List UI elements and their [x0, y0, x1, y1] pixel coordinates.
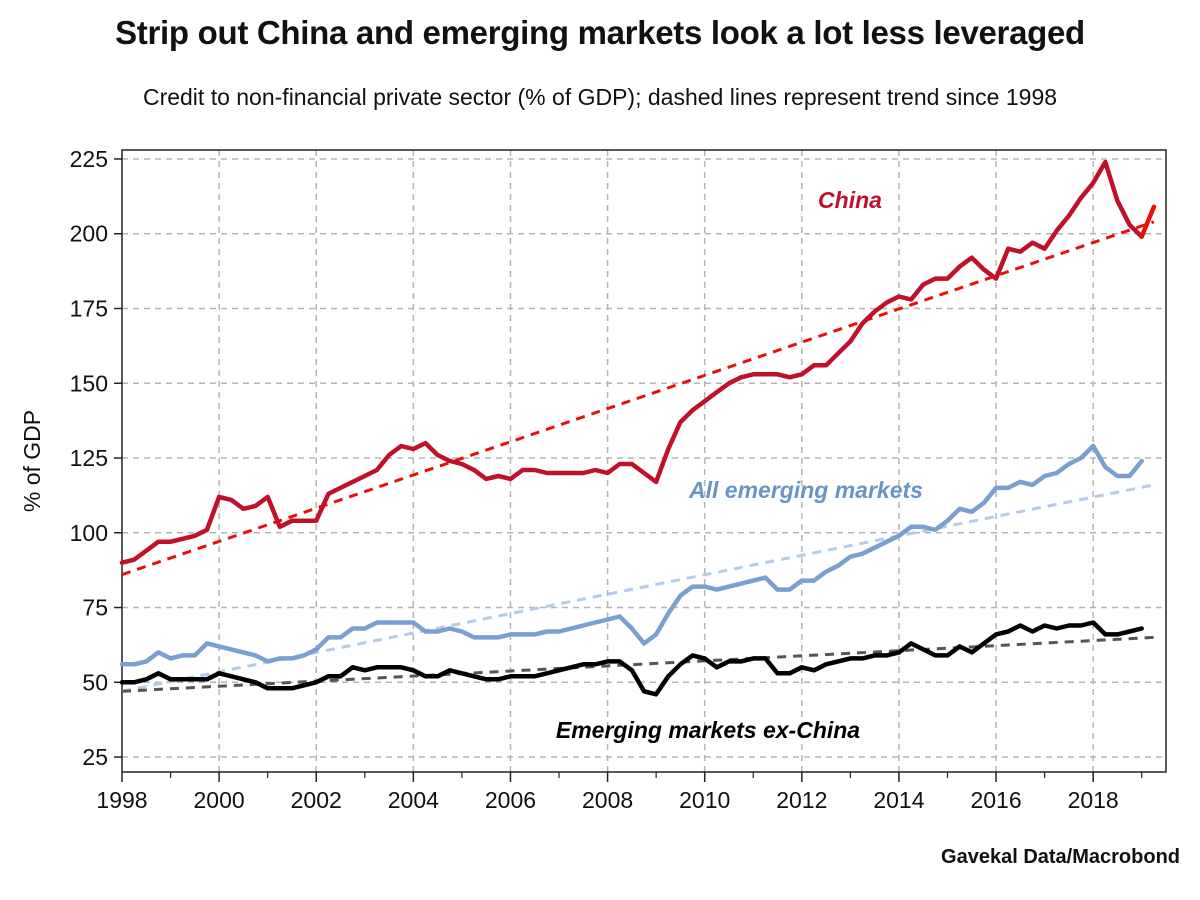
x-tick-label: 2008 — [582, 787, 633, 813]
series-label-china: China — [818, 187, 882, 213]
chart-title: Strip out China and emerging markets loo… — [115, 14, 1085, 51]
x-tick-label: 2002 — [291, 787, 342, 813]
series-tail-china — [1139, 204, 1157, 239]
series-line-all-emerging-markets — [119, 443, 1144, 667]
series-all-emerging-markets: All emerging markets — [119, 443, 1155, 693]
plot-frame — [121, 149, 1167, 773]
x-tick-label: 1998 — [96, 787, 147, 813]
y-axis-label: % of GDP — [19, 410, 45, 512]
series-line-china — [119, 159, 1144, 565]
series-emerging-markets-ex-china: Emerging markets ex-China — [119, 620, 1154, 743]
trend-line-emerging-markets-ex-china — [121, 635, 1154, 693]
trend-line-china — [121, 220, 1155, 577]
y-tick-label: 75 — [82, 595, 108, 621]
chart-subtitle: Credit to non-financial private sector (… — [142, 84, 1058, 110]
x-tick-label: 2018 — [1068, 787, 1119, 813]
x-tick-label: 2006 — [485, 787, 536, 813]
series-china: China — [119, 159, 1157, 577]
y-tick-label: 125 — [70, 445, 108, 471]
gridlines — [122, 150, 1166, 772]
axes: 1998 2000 2002 2004 2006 2008 2010 2012 2014 2016… — [19, 146, 1143, 813]
x-tick-label: 2012 — [776, 787, 827, 813]
y-tick-label: 100 — [70, 520, 108, 546]
x-tick-label: 2016 — [970, 787, 1021, 813]
y-tick-label: 175 — [70, 295, 108, 321]
source-note: Gavekal Data/Macrobond — [941, 846, 1180, 868]
y-tick-label: 50 — [82, 669, 108, 695]
y-tick-label: 150 — [70, 370, 108, 396]
x-tick-label: 2014 — [873, 787, 924, 813]
y-tick-label: 25 — [82, 744, 108, 770]
x-tick-label: 2010 — [679, 787, 730, 813]
plot-area — [122, 150, 1166, 772]
x-tick-label: 2000 — [194, 787, 245, 813]
series-label-all-emerging-markets: All emerging markets — [688, 477, 923, 503]
x-tick-label: 2004 — [388, 787, 439, 813]
y-tick-label: 225 — [70, 146, 108, 172]
series-label-emerging-markets-ex-china: Emerging markets ex-China — [556, 717, 860, 743]
y-tick-label: 200 — [70, 221, 108, 247]
series-line-emerging-markets-ex-china — [119, 620, 1144, 697]
